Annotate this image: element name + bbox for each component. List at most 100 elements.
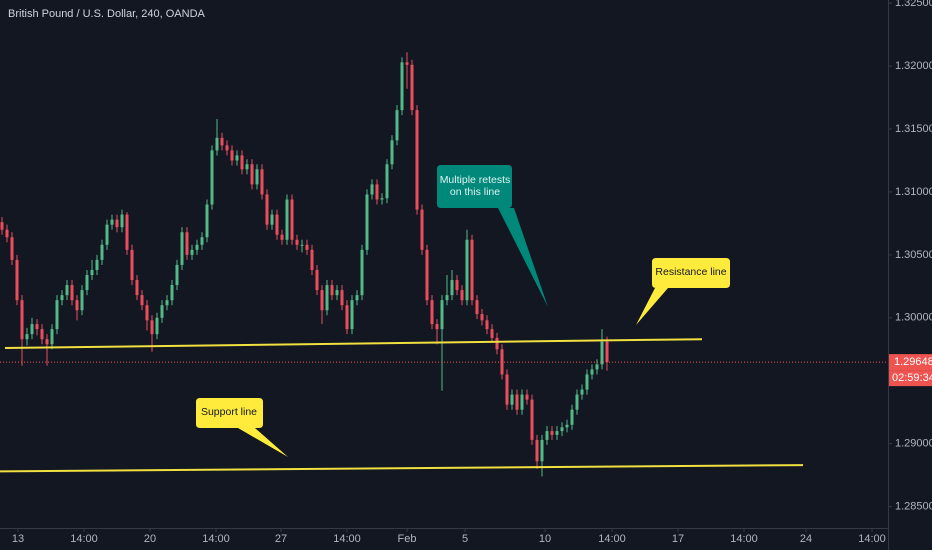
countdown-box xyxy=(889,370,932,387)
candle-body xyxy=(470,239,474,301)
y-tick-label: 1.30500 xyxy=(895,249,932,261)
candle-body xyxy=(235,155,239,161)
candle-body xyxy=(110,219,114,225)
candle-body xyxy=(475,300,479,315)
candle-body xyxy=(255,169,259,185)
candle-body xyxy=(205,204,209,238)
candle-body xyxy=(140,295,144,306)
x-tick-label: 13 xyxy=(12,533,24,545)
y-tick-label: 1.32000 xyxy=(895,60,932,72)
candle-body xyxy=(395,110,399,141)
candle-body xyxy=(210,150,214,205)
candle-body xyxy=(320,290,324,311)
candle-body xyxy=(565,424,569,428)
candle-body xyxy=(440,300,444,330)
candle-body xyxy=(310,249,314,270)
candle-body xyxy=(270,214,274,225)
candle-body xyxy=(570,409,574,425)
callout xyxy=(636,258,730,325)
callout-text: Multiple retests xyxy=(440,174,511,186)
candle-body xyxy=(95,259,99,270)
candle-body xyxy=(260,169,264,195)
trend-line xyxy=(4,338,703,350)
candle-body xyxy=(495,337,499,350)
y-tick-label: 1.32500 xyxy=(895,0,932,9)
candle-body xyxy=(25,334,29,340)
y-tick-label: 1.31500 xyxy=(895,123,932,135)
candle-body xyxy=(300,244,304,246)
candle-body xyxy=(315,269,319,291)
candle-body xyxy=(115,219,119,228)
candle-body xyxy=(215,137,219,151)
candle-body xyxy=(0,222,4,230)
candle-body xyxy=(450,280,454,296)
candle-body xyxy=(550,431,554,435)
candle-body xyxy=(230,150,234,161)
chart-title: British Pound / U.S. Dollar, 240, OANDA xyxy=(8,8,206,20)
candle-body xyxy=(485,320,489,330)
callout-text: Support line xyxy=(201,406,257,418)
candle-body xyxy=(175,264,179,286)
candle-body xyxy=(350,300,354,330)
candle-body xyxy=(365,194,369,250)
x-tick-label: 14:00 xyxy=(858,533,886,545)
candle-body xyxy=(400,62,404,111)
callout xyxy=(196,398,288,457)
x-tick-label: 24 xyxy=(800,533,812,545)
candle-body xyxy=(15,259,19,301)
candle-body xyxy=(445,295,449,301)
x-tick-label: 27 xyxy=(275,533,287,545)
plot-area xyxy=(0,52,888,477)
x-tick-label: 10 xyxy=(539,533,551,545)
callout xyxy=(437,165,548,307)
y-tick-label: 1.31000 xyxy=(895,186,932,198)
candle-body xyxy=(20,300,24,340)
candle-body xyxy=(535,439,539,462)
candle-body xyxy=(540,439,544,462)
candle-body xyxy=(560,427,564,432)
candle-body xyxy=(35,324,39,330)
x-tick-label: 5 xyxy=(462,533,468,545)
candle-body xyxy=(330,285,334,296)
x-tick-label: 17 xyxy=(672,533,684,545)
candle-body xyxy=(340,290,344,306)
candle-body xyxy=(165,300,169,306)
candle-body xyxy=(605,341,609,363)
countdown-label: 02:59:34 xyxy=(892,372,932,384)
candle-body xyxy=(75,300,79,311)
x-tick-label: 14:00 xyxy=(598,533,626,545)
candle-body xyxy=(280,234,284,240)
y-tick-label: 1.28500 xyxy=(895,501,932,513)
x-tick-label: 20 xyxy=(144,533,156,545)
candle-body xyxy=(130,249,134,281)
candle-body xyxy=(345,305,349,330)
candle-body xyxy=(105,224,109,245)
candle-body xyxy=(250,164,254,185)
candle-body xyxy=(530,399,534,440)
candle-body xyxy=(70,285,74,301)
candle-body xyxy=(430,300,434,325)
candle-body xyxy=(545,431,549,440)
candle-body xyxy=(150,320,154,335)
candle-body xyxy=(290,199,294,240)
candle-body xyxy=(285,199,289,240)
candle-body xyxy=(555,431,559,435)
candle-body xyxy=(360,249,364,296)
candle-body xyxy=(405,62,409,65)
candle-body xyxy=(455,280,459,291)
candle-body xyxy=(220,137,224,146)
candle-body xyxy=(190,249,194,255)
candle-body xyxy=(5,229,9,238)
candle-body xyxy=(335,290,339,296)
candle-body xyxy=(265,194,269,225)
candle-body xyxy=(170,285,174,301)
candle-body xyxy=(225,145,229,151)
candle-body xyxy=(10,237,14,260)
candle-body xyxy=(480,314,484,321)
candle-body xyxy=(30,324,34,335)
candle-body xyxy=(40,329,44,340)
x-tick-label: 14:00 xyxy=(202,533,230,545)
candle-body xyxy=(80,290,84,311)
last-price-label: 1.29648 xyxy=(894,356,932,368)
